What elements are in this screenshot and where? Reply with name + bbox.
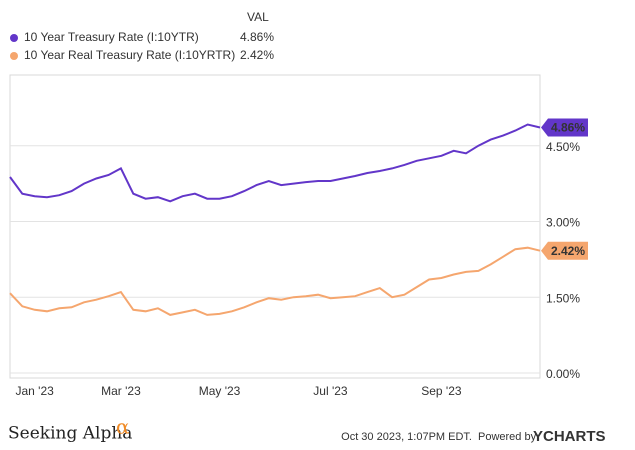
value-badge-label: 4.86% [551, 121, 585, 135]
x-tick-label: Jul '23 [313, 384, 348, 398]
series-line [9, 246, 541, 316]
powered-by: Powered by [478, 431, 537, 443]
brand-mark: α [116, 415, 130, 439]
legend-marker [10, 34, 18, 42]
value-badge [541, 241, 588, 260]
legend-header: VAL [247, 10, 269, 24]
x-tick-label: Jan '23 [15, 384, 54, 398]
y-tick-label: 0.00% [546, 367, 580, 381]
legend-value: 4.86% [240, 30, 274, 44]
brand: Seeking Alpha [8, 424, 132, 444]
y-tick-label: 3.00% [546, 216, 580, 230]
legend-label: 10 Year Real Treasury Rate (I:10YRTR) [24, 48, 235, 62]
legend-value: 2.42% [240, 48, 274, 62]
legend-label: 10 Year Treasury Rate (I:10YTR) [24, 30, 199, 44]
y-tick-label: 4.50% [546, 140, 580, 154]
legend-marker [10, 52, 18, 60]
value-badge-label: 2.42% [551, 244, 585, 258]
x-tick-label: May '23 [199, 384, 241, 398]
series-line [9, 123, 541, 203]
plot-frame [9, 74, 541, 379]
timestamp: Oct 30 2023, 1:07PM EDT. [341, 431, 472, 443]
value-badge [541, 118, 588, 137]
provider: YCHARTS [533, 428, 606, 445]
x-tick-label: Sep '23 [421, 384, 462, 398]
y-tick-label: 1.50% [546, 291, 580, 305]
x-tick-label: Mar '23 [101, 384, 141, 398]
